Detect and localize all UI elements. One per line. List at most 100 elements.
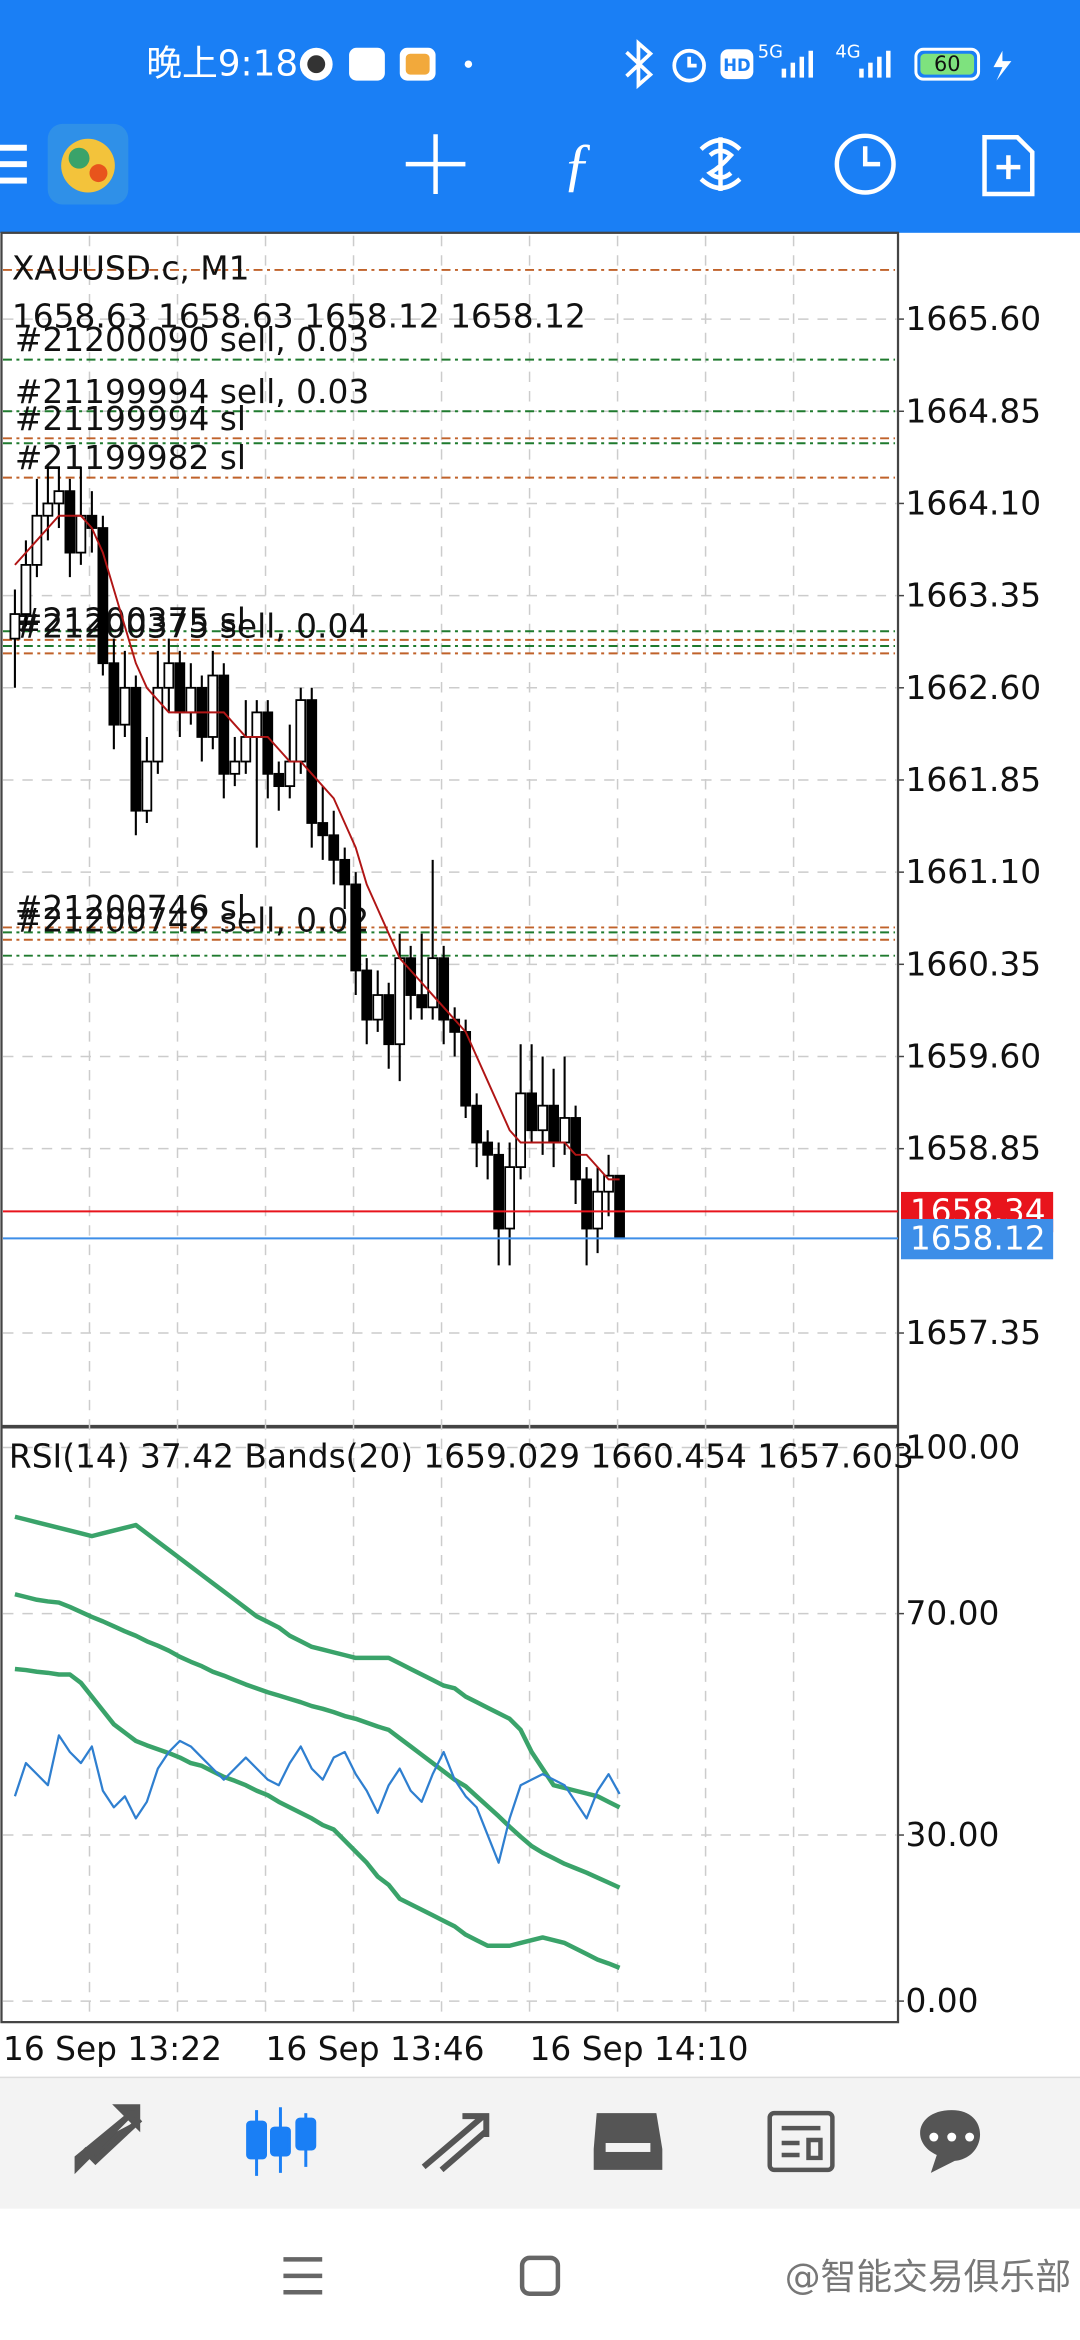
battery-level [920, 53, 975, 75]
nav-news[interactable] [767, 2110, 835, 2173]
candle-body [570, 1117, 581, 1181]
time-label: 16 Sep 13:22 [3, 2030, 222, 2068]
candle-body [75, 514, 87, 554]
y-tick-label: 70.00 [905, 1595, 999, 1633]
candle-body [64, 490, 76, 554]
series-line [14, 1514, 621, 1810]
candle-body [262, 711, 274, 775]
y-tick-label: 0.00 [905, 1982, 978, 2020]
app-header [0, 0, 1080, 233]
status-notification-icons [299, 47, 473, 81]
candle-body [350, 883, 362, 972]
candle-body [548, 1104, 559, 1144]
candle-body [471, 1104, 483, 1144]
y-tick-label: 1665.60 [905, 300, 1041, 338]
menu-button[interactable] [0, 144, 27, 184]
candle-body [394, 957, 406, 1046]
candle-body [240, 736, 252, 763]
series-line [14, 1592, 621, 1890]
y-tick-label: 1661.85 [905, 761, 1041, 799]
status-time: 晚上9:18 [146, 44, 298, 85]
candle-body [97, 527, 109, 665]
candle-body [317, 822, 329, 837]
candle-body [581, 1178, 592, 1230]
watermark: @智能交易俱乐部 [785, 2257, 1071, 2298]
candle-body [185, 686, 197, 714]
candle-body [108, 662, 120, 726]
candle-body [42, 502, 54, 517]
home-button[interactable] [519, 2255, 561, 2296]
candle-body [372, 994, 384, 1021]
time-label: 16 Sep 14:10 [530, 2030, 749, 2068]
ohlc-readout: 1658.63 1658.63 1658.12 1658.12 [12, 297, 586, 335]
system-nav [283, 2255, 561, 2296]
candle-body [152, 686, 164, 763]
battery-text: 60 [934, 52, 961, 76]
candle-body [614, 1174, 625, 1240]
price-tag [900, 1218, 1054, 1260]
y-tick-label: 1664.85 [905, 392, 1041, 430]
nav-chart[interactable] [246, 2107, 317, 2176]
order-label: #21199994 sell, 0.03 [15, 373, 369, 411]
hd-badge: HD [723, 56, 750, 75]
period-button[interactable] [834, 133, 896, 195]
chart-frame [0, 231, 900, 2024]
order-label: #21200375 sell, 0.04 [15, 608, 369, 646]
order-label: #21200090 sell, 0.03 [15, 321, 369, 359]
candle-body [482, 1141, 494, 1156]
new-order-button[interactable] [982, 135, 1035, 197]
nav-history[interactable] [593, 2113, 663, 2170]
candle-body [284, 760, 296, 788]
candle-body [559, 1117, 570, 1144]
price-chart: 1665.60 1664.85 1664.10 1663.35 1662.60 1661.… [2, 268, 1054, 1352]
y-tick-label: 1659.60 [905, 1037, 1041, 1075]
network-type: 5G [758, 42, 783, 63]
y-tick-label: 100.00 [905, 1429, 1020, 1467]
recent-apps[interactable] [283, 2257, 323, 2295]
candle-body [218, 674, 230, 775]
candle-body [526, 1092, 538, 1132]
app-logo[interactable] [47, 123, 129, 205]
moving-average [14, 514, 620, 1181]
trade-button[interactable] [699, 137, 742, 192]
y-tick-label: 1661.10 [905, 853, 1041, 891]
candle-body [460, 1031, 472, 1107]
candle-body [251, 711, 263, 738]
candle-body [295, 699, 307, 763]
rsi-chart: 100.00 70.00 30.00 0.00 [2, 1429, 1020, 2020]
time-label: 16 Sep 13:46 [266, 2030, 485, 2068]
nav-trade[interactable] [421, 2113, 490, 2173]
indicators-button[interactable]: ƒ [562, 131, 592, 197]
y-tick-label: 1660.35 [905, 945, 1041, 983]
battery [914, 47, 981, 81]
candle-body [427, 957, 439, 1009]
candle-body [361, 969, 373, 1021]
nav-quotes[interactable] [74, 2104, 143, 2175]
order-label: #21200375 sl [15, 601, 246, 639]
series-line [14, 1666, 621, 1970]
candle-body [383, 994, 395, 1046]
series-line [13, 1734, 621, 1864]
candle-body [130, 686, 142, 812]
y-tick-label: 1662.60 [905, 669, 1041, 707]
candle-body [20, 564, 32, 615]
candle-body [229, 760, 241, 775]
candle-body [339, 858, 351, 886]
order-label: #21200742 sell, 0.02 [15, 901, 369, 939]
signal-bars [781, 50, 891, 78]
candle-body [53, 490, 65, 505]
candle-body [537, 1104, 548, 1132]
candle-body [273, 772, 285, 788]
bottom-nav [0, 2077, 1080, 2209]
candle-body [405, 957, 417, 996]
candle-body [493, 1153, 505, 1230]
order-label: #21199982 sl [15, 439, 246, 477]
crosshair-button[interactable] [405, 134, 466, 195]
nav-chat[interactable] [920, 2110, 981, 2173]
indicator-title: RSI(14) 37.42 Bands(20) 1659.029 1660.45… [9, 1438, 914, 1476]
y-tick-label: 30.00 [905, 1816, 999, 1854]
candle-body [504, 1166, 516, 1230]
